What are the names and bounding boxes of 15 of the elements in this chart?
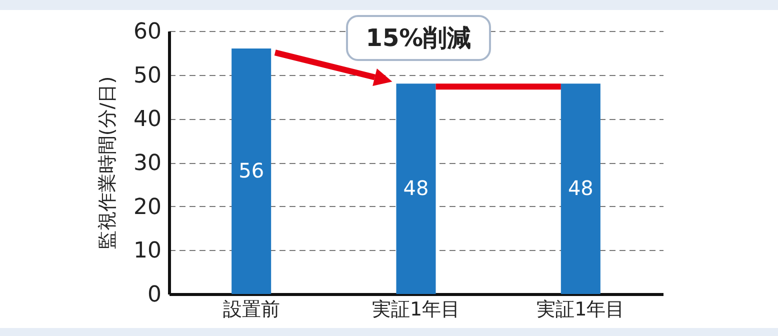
y-tick-label: 20 (134, 194, 162, 220)
y-tick-label: 30 (134, 151, 162, 176)
y-tick-label: 50 (134, 63, 162, 88)
data-label: 48 (568, 176, 594, 200)
x-tick-label: 実証1年目 (372, 298, 460, 320)
data-label: 56 (238, 158, 264, 182)
data-label: 48 (403, 176, 429, 200)
annotation: 15%削減 (346, 15, 491, 61)
y-axis-title: 監視作業時間(分/日) (96, 76, 119, 250)
x-tick-label: 実証1年目 (536, 298, 625, 320)
y-tick-label: 40 (134, 107, 162, 132)
y-tick-label: 0 (148, 282, 162, 308)
x-tick-label: 設置前 (222, 298, 280, 320)
y-tick-label: 10 (134, 238, 162, 264)
y-tick-label: 60 (134, 20, 162, 44)
